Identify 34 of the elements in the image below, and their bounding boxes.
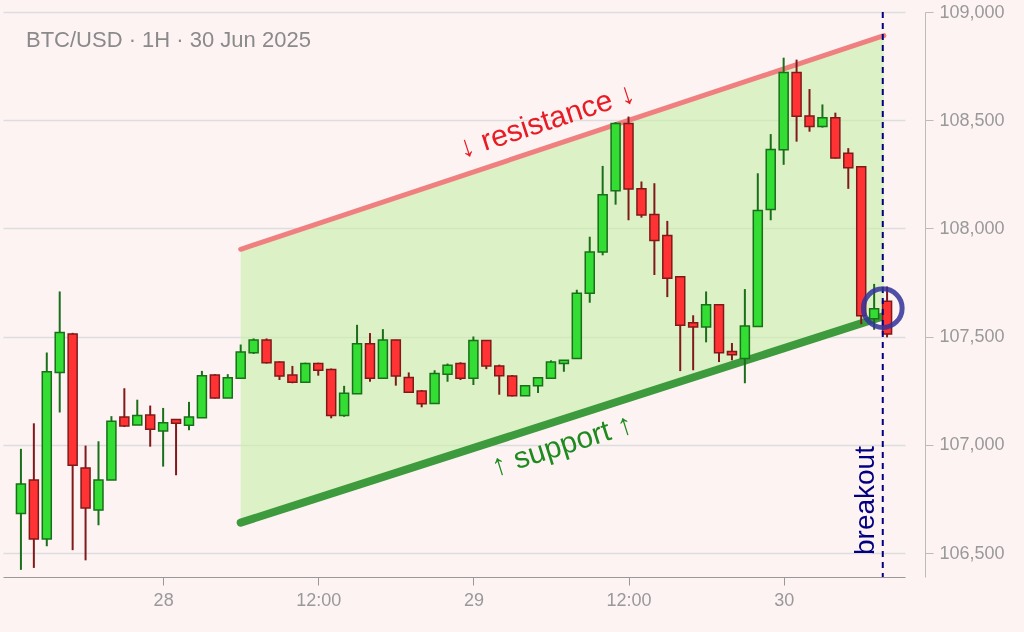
candlestick [222,373,234,399]
candlestick [170,417,182,477]
candlestick [338,384,350,418]
candlestick [274,360,285,382]
x-tick-label: 28 [153,589,174,610]
candlestick [506,374,518,398]
candlestick [494,363,505,396]
candlestick [700,290,712,344]
candlestick [261,337,272,365]
text: BTC/USD · 1H · 30 Jun 2025 [26,27,311,52]
y-tick-label: 108,500 [939,109,1005,130]
candlestick [157,406,169,468]
candlestick [868,282,880,331]
ref-line-label: breakout [848,445,880,555]
x-tick-label: 30 [774,589,795,610]
y-tick-label: 109,000 [939,1,1005,22]
y-tick-label: 108,000 [939,217,1005,238]
candlestick [209,373,221,400]
candlestick [183,400,195,432]
x-tick-label: 29 [463,589,484,610]
x-tick-label: 12:00 [296,589,342,610]
candlestick [817,103,828,129]
candlestick [843,147,854,190]
candlestick [687,314,699,372]
candlestick [144,404,156,448]
x-tick-label: 12:00 [606,589,652,610]
y-tick-label: 107,500 [939,326,1005,347]
candlestick [132,398,143,427]
candlestick [119,387,130,428]
candlestick [804,88,815,133]
text: ↑ support ↑ [486,406,637,483]
y-tick-label: 107,000 [939,434,1005,455]
candlestick [442,362,453,383]
y-tick-label: 106,500 [939,542,1005,563]
